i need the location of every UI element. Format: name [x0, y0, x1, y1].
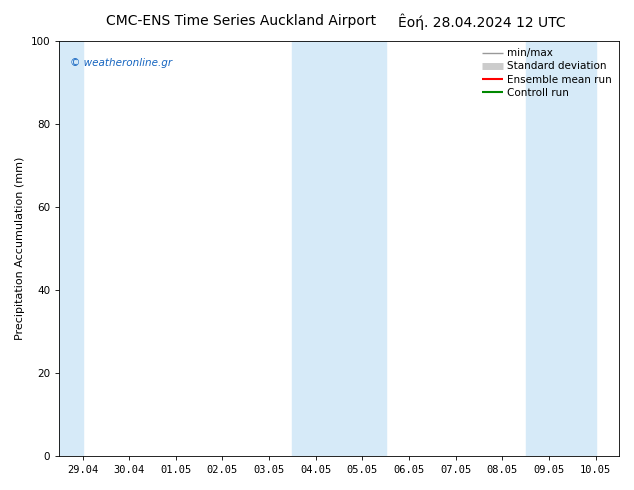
Legend: min/max, Standard deviation, Ensemble mean run, Controll run: min/max, Standard deviation, Ensemble me… [480, 46, 614, 100]
Text: Êοή. 28.04.2024 12 UTC: Êοή. 28.04.2024 12 UTC [398, 14, 566, 30]
Text: © weatheronline.gr: © weatheronline.gr [70, 58, 172, 68]
Bar [292, 41, 385, 456]
Text: CMC-ENS Time Series Auckland Airport: CMC-ENS Time Series Auckland Airport [106, 14, 376, 28]
Y-axis label: Precipitation Accumulation (mm): Precipitation Accumulation (mm) [15, 157, 25, 340]
Bar [526, 41, 596, 456]
Bar [59, 41, 82, 456]
